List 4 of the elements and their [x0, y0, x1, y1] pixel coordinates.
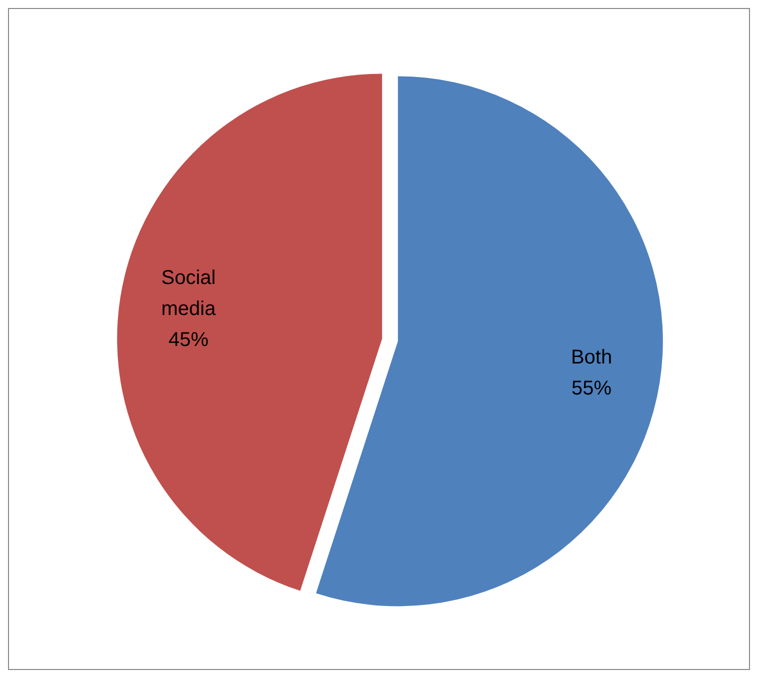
slice-label: Both	[570, 346, 612, 368]
data-label: 45%	[168, 329, 209, 352]
data-label: 55%	[572, 377, 612, 400]
slice-label: Social media	[161, 267, 217, 320]
